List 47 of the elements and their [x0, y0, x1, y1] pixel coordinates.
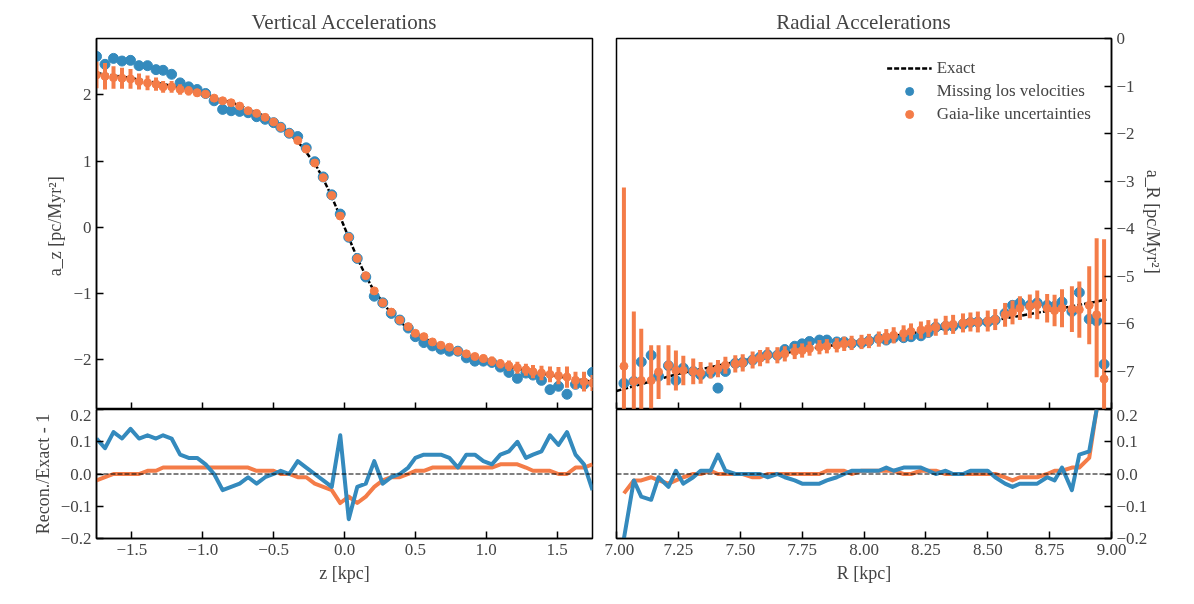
x-tick-label: 8.75 [1034, 539, 1065, 559]
y-tick-label: −2 [1116, 124, 1135, 144]
y-tick-label: 2 [83, 85, 92, 105]
y-tick-label: −1 [1116, 76, 1135, 96]
y-tick-label: 1 [83, 151, 92, 171]
x-tick-label: 0.0 [333, 539, 356, 559]
y-axis-title: Recon./Exact - 1 [32, 413, 53, 535]
y-tick-label: 0.1 [1116, 432, 1138, 452]
x-tick-label: −0.5 [258, 539, 290, 559]
x-tick-label: −1.0 [187, 539, 219, 559]
y-axis-title: a_z [pc/Myr²] [45, 176, 66, 277]
y-tick-label: 0.2 [70, 405, 92, 425]
x-tick-label: 8.25 [911, 539, 941, 559]
y-tick-label: −0.2 [60, 529, 92, 548]
x-tick-label: 0.5 [404, 539, 426, 559]
x-tick-label: 8.00 [849, 539, 879, 559]
y-tick-label: 0.0 [70, 464, 92, 484]
y-tick-label: −4 [1116, 219, 1136, 239]
x-tick-label: 7.50 [725, 539, 756, 559]
x-tick-label: −1.5 [116, 539, 148, 559]
y-tick-label: −1 [73, 284, 92, 304]
y-tick-label: 0.0 [1116, 464, 1138, 484]
legend-label: Gaia-like uncertainties [936, 104, 1091, 124]
y-axis-title: a_R [pc/Myr²] [1142, 169, 1163, 274]
y-tick-label: 0.1 [70, 432, 92, 452]
x-tick-label: 7.75 [787, 539, 817, 559]
y-tick-label: −6 [1116, 314, 1135, 334]
x-tick-label: 1.0 [475, 539, 497, 559]
y-tick-label: −0.1 [60, 496, 92, 516]
x-tick-label: 8.50 [972, 539, 1003, 559]
chart-title: Vertical Accelerations [251, 9, 437, 34]
y-tick-label: −3 [1116, 171, 1135, 191]
y-tick-label: −0.1 [1116, 496, 1148, 516]
y-tick-label: −2 [73, 350, 92, 370]
x-tick-label: 7.00 [604, 539, 635, 559]
y-tick-label: 0 [1116, 29, 1125, 48]
y-tick-label: 0 [83, 217, 92, 237]
x-tick-label: 7.25 [663, 539, 694, 559]
legend-label: Missing los velocities [936, 81, 1085, 101]
x-axis-title: z [kpc] [319, 562, 370, 583]
legend-label: Exact [936, 58, 976, 78]
y-tick-label: −5 [1116, 266, 1135, 286]
chart-title: Radial Accelerations [776, 9, 951, 34]
y-tick-label: 0.2 [1116, 405, 1138, 425]
y-tick-label: −7 [1116, 361, 1136, 381]
x-axis-title: R [kpc] [836, 562, 892, 583]
x-tick-label: 1.5 [546, 539, 568, 559]
